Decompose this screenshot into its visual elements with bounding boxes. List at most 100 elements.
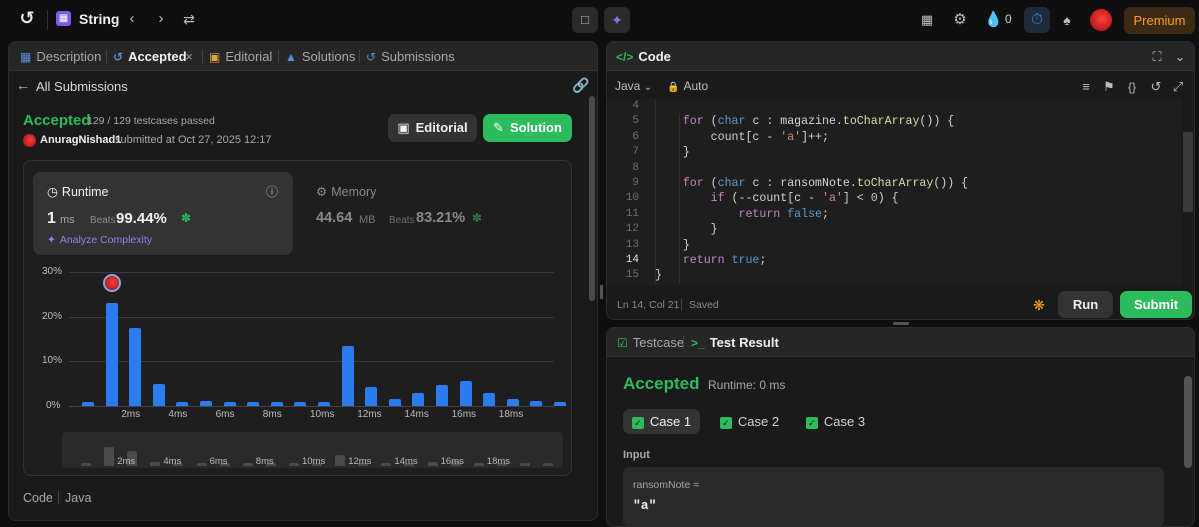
- runtime-bar[interactable]: [129, 327, 142, 406]
- maximize-icon[interactable]: ⛶: [1152, 49, 1162, 64]
- case-1-tab[interactable]: ✓ Case 1: [623, 409, 700, 434]
- terminal-icon: >_: [691, 336, 705, 350]
- vertical-splitter-handle[interactable]: [600, 285, 603, 299]
- runtime-bar[interactable]: [176, 402, 189, 406]
- check-icon: ✓: [805, 416, 818, 429]
- runtime-bar[interactable]: [200, 400, 212, 406]
- chevron-down-icon[interactable]: ⌄: [1174, 49, 1186, 64]
- case-3-tab[interactable]: ✓ Case 3: [797, 409, 874, 434]
- left-scrollbar[interactable]: [589, 96, 595, 301]
- fullscreen-icon[interactable]: ⤢: [1172, 79, 1184, 94]
- runtime-bar[interactable]: [365, 387, 378, 406]
- your-runtime-marker: [102, 274, 121, 293]
- x-tick-label: 10ms: [310, 409, 335, 420]
- leetcode-logo-icon[interactable]: ↺: [19, 8, 35, 28]
- runtime-bar[interactable]: [388, 399, 401, 406]
- runtime-bar[interactable]: [152, 383, 165, 406]
- mini-bar: [381, 463, 392, 466]
- problem-list-label[interactable]: String: [79, 11, 120, 27]
- notes-button[interactable]: □: [572, 7, 598, 33]
- language-select[interactable]: Java ⌄: [615, 79, 652, 93]
- runtime-bar[interactable]: [530, 400, 543, 406]
- flame-icon[interactable]: 💧: [984, 11, 1003, 28]
- run-button[interactable]: Run: [1058, 291, 1113, 318]
- runtime-bar[interactable]: [483, 393, 496, 406]
- tab-solutions[interactable]: ▲ Solutions: [285, 42, 355, 71]
- code-editor-panel: </> Code ⛶ ⌄ Java ⌄ 🔒 Auto ≡ ⚑ {} ↺ ⤢ 4 5 6 7…: [606, 41, 1195, 320]
- runtime-bar[interactable]: [270, 402, 283, 406]
- runtime-bar[interactable]: [459, 380, 472, 406]
- memory-card[interactable]: ⚙ Memory 44.64 MB Beats 83.21% ✽: [304, 172, 564, 255]
- tab-test-result[interactable]: >_ Test Result: [691, 328, 779, 357]
- code-line: for (char c : magazine.toCharArray()) {: [682, 115, 955, 129]
- horizontal-splitter-handle[interactable]: [893, 322, 909, 325]
- runtime-card[interactable]: ◷ Runtime ⓘ 1 ms Beats 99.44% ✽ ✦ Analyze …: [33, 172, 293, 255]
- input-box: ransomNote = "a": [623, 467, 1164, 526]
- premium-button[interactable]: Premium: [1124, 7, 1195, 34]
- result-scrollbar[interactable]: [1184, 376, 1192, 468]
- runtime-bar[interactable]: [82, 402, 94, 406]
- mini-bar: [265, 463, 276, 466]
- gridline: [69, 361, 554, 362]
- solution-button[interactable]: ✎ Solution: [483, 114, 572, 142]
- timer-button[interactable]: ⏱: [1024, 7, 1050, 33]
- tab-code[interactable]: </> Code: [616, 42, 671, 71]
- shuffle-icon[interactable]: ⇄: [183, 11, 195, 27]
- format-icon[interactable]: ≡: [1082, 79, 1090, 94]
- braces-icon[interactable]: {}: [1127, 80, 1136, 94]
- next-problem-icon[interactable]: ›: [158, 10, 164, 27]
- reset-icon[interactable]: ↺: [1150, 79, 1162, 94]
- back-arrow-icon[interactable]: ←: [16, 77, 30, 93]
- tab-accepted[interactable]: ↺ Accepted: [113, 42, 187, 71]
- user-avatar[interactable]: [1090, 9, 1112, 31]
- runtime-bar[interactable]: [412, 392, 425, 406]
- tab-submissions[interactable]: ↺ Submissions: [366, 42, 455, 71]
- check-icon: ✓: [631, 416, 644, 429]
- chart-range-navigator[interactable]: 2ms 4ms 6ms 8ms 10ms 12ms 14ms 16ms 18ms: [62, 432, 563, 468]
- code-line: if (--count[c - 'a'] < 0) {: [710, 192, 899, 206]
- bookmark-icon[interactable]: ⚑: [1103, 79, 1115, 94]
- ai-button[interactable]: ✦: [604, 7, 630, 33]
- prev-problem-icon[interactable]: ‹: [129, 10, 135, 27]
- submit-button[interactable]: Submit: [1120, 291, 1192, 318]
- x-axis-line: [69, 406, 554, 407]
- share-link-icon[interactable]: 🔗: [572, 77, 590, 93]
- runtime-bar[interactable]: [105, 303, 118, 406]
- username[interactable]: AnuragNishad1: [40, 134, 122, 146]
- all-submissions-link[interactable]: All Submissions: [36, 79, 128, 94]
- debugger-icon[interactable]: ❋: [1033, 297, 1045, 313]
- runtime-bar[interactable]: [436, 384, 448, 406]
- runtime-bar[interactable]: [554, 401, 566, 406]
- x-tick-label: 16ms: [451, 409, 477, 420]
- runtime-bar[interactable]: [506, 398, 519, 406]
- code-line: }: [655, 269, 662, 283]
- tab-testcase-label: Testcase: [632, 335, 685, 350]
- case-2-tab[interactable]: ✓ Case 2: [711, 409, 788, 434]
- indent-guide: [679, 114, 680, 284]
- memory-header: ⚙ Memory: [316, 184, 376, 199]
- mini-bar: [335, 454, 346, 466]
- runtime-label: Runtime: [61, 185, 109, 199]
- layout-grid-icon[interactable]: ▦: [920, 12, 934, 27]
- tab-editorial[interactable]: ▣ Editorial: [209, 42, 272, 71]
- runtime-bar[interactable]: [318, 402, 330, 406]
- autocomplete-mode[interactable]: 🔒 Auto: [667, 79, 708, 93]
- input-var-name: ransomNote =: [633, 479, 700, 491]
- code-section-label: Code: [23, 491, 53, 505]
- tab-testcase[interactable]: ☑ Testcase: [617, 328, 684, 357]
- code-area[interactable]: 4 5 6 7 8 9 10 11 12 13 14 15 for (char c : magazin…: [607, 99, 1182, 285]
- editor-scrollbar[interactable]: [1183, 132, 1193, 212]
- add-friend-icon[interactable]: ♠: [1063, 12, 1071, 28]
- settings-gear-icon[interactable]: ⚙: [953, 11, 967, 28]
- editorial-button[interactable]: ▣ Editorial: [388, 114, 477, 142]
- code-line: return true;: [682, 254, 767, 267]
- runtime-bar[interactable]: [294, 402, 307, 406]
- runtime-bar[interactable]: [341, 345, 354, 406]
- info-icon[interactable]: ⓘ: [265, 185, 278, 199]
- runtime-bar[interactable]: [223, 402, 236, 406]
- close-tab-icon[interactable]: ×: [185, 49, 193, 64]
- tab-description[interactable]: ▦ Description: [20, 42, 101, 71]
- runtime-bar[interactable]: [247, 401, 260, 406]
- analyze-complexity-link[interactable]: ✦ Analyze Complexity: [47, 234, 152, 246]
- line-number: 6: [632, 130, 639, 143]
